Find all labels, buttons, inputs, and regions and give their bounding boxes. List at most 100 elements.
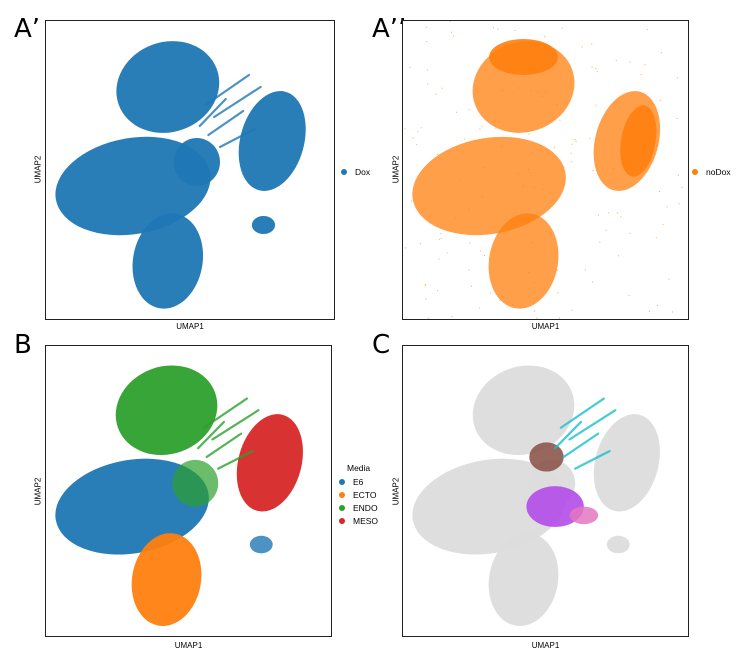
- x-axis-label: UMAP1: [174, 641, 203, 650]
- scatter-point: [676, 77, 678, 79]
- scatter-point: [452, 35, 455, 37]
- scatter-point: [533, 310, 536, 312]
- scatter-point: [441, 87, 443, 89]
- cluster-center: [172, 459, 219, 507]
- cluster-ecto: [131, 533, 202, 626]
- scatter-point: [632, 144, 634, 146]
- scatter-point: [425, 298, 427, 300]
- streak-2: [205, 432, 243, 459]
- scatter-point: [437, 153, 439, 155]
- scatter-point: [528, 271, 530, 274]
- scatter-point: [557, 292, 559, 294]
- scatter-point: [531, 47, 533, 49]
- scatter-point: [512, 304, 514, 306]
- scatter-point: [518, 53, 520, 55]
- scatter-point: [420, 127, 422, 129]
- legend-label-nodox: noDox: [706, 166, 731, 177]
- scatter-point: [539, 144, 541, 146]
- scatter-point: [426, 69, 429, 71]
- cluster-highlight-brown: [529, 442, 564, 472]
- scatter-point: [640, 73, 642, 76]
- scatter-point: [490, 292, 492, 294]
- legend-label-dox: Dox: [355, 166, 371, 177]
- legend-label-e6: E6: [353, 476, 364, 487]
- scatter-point: [450, 31, 453, 33]
- x-axis-label: UMAP1: [531, 322, 560, 331]
- scatter-point: [481, 196, 483, 198]
- scatter-point: [545, 90, 547, 93]
- cluster-center: [173, 138, 220, 186]
- scatter-point: [608, 212, 610, 214]
- streak-3: [218, 127, 256, 149]
- scatter-point: [478, 91, 480, 93]
- cluster-bottom: [132, 213, 204, 309]
- streak-1: [568, 409, 617, 441]
- legend-item-endo: ENDO: [339, 501, 378, 514]
- scatter-point: [495, 127, 497, 129]
- scatter-point: [659, 99, 661, 101]
- scatter-point: [498, 121, 500, 123]
- scatter-point: [671, 311, 674, 313]
- scatter-point: [681, 186, 683, 189]
- legend-dot-e6: [339, 478, 345, 485]
- cluster-small: [249, 535, 273, 554]
- scatter-point: [595, 104, 597, 106]
- scatter-point: [404, 247, 407, 249]
- scatter-point: [446, 252, 448, 254]
- streak-1: [213, 85, 262, 119]
- scatter-point: [559, 119, 561, 121]
- scatter-point: [553, 146, 556, 149]
- legend-item-nodox: noDox: [692, 165, 731, 178]
- scatter-point: [537, 91, 539, 93]
- scatter-point: [455, 111, 458, 113]
- scatter-point: [556, 269, 558, 271]
- scatter-point: [655, 236, 657, 239]
- legend-nodox: noDox: [692, 165, 731, 178]
- umap-scatter-dox: [55, 41, 306, 309]
- scatter-point: [479, 250, 482, 252]
- scatter-point: [591, 66, 593, 68]
- scatter-point: [533, 186, 535, 188]
- scatter-point: [536, 317, 538, 319]
- scatter-point: [455, 217, 457, 219]
- umap-plot-dox: [45, 20, 335, 320]
- cluster-bg-top: [472, 365, 575, 456]
- cluster-top-dense: [489, 39, 558, 75]
- scatter-point: [412, 137, 414, 139]
- umap-scatter-clusters: [412, 365, 660, 626]
- cluster-small: [251, 216, 276, 234]
- scatter-point: [469, 242, 471, 244]
- scatter-point: [545, 231, 547, 233]
- streak-4: [554, 420, 583, 450]
- scatter-point: [497, 28, 499, 30]
- scatter-point: [478, 307, 481, 309]
- scatter-point: [571, 309, 573, 312]
- scatter-point: [410, 200, 413, 202]
- scatter-point: [503, 125, 505, 127]
- scatter-point: [492, 26, 494, 29]
- scatter-point: [459, 178, 462, 180]
- streak-2: [562, 432, 600, 459]
- streak-1: [211, 409, 260, 441]
- cluster-endo: [115, 365, 218, 456]
- legend-label-endo: ENDO: [353, 502, 378, 513]
- streak-0: [202, 397, 248, 429]
- scatter-point: [589, 137, 591, 140]
- legend-dot-meso: [339, 517, 345, 524]
- scatter-point: [501, 89, 503, 92]
- scatter-point: [428, 317, 430, 319]
- cluster-highlight-purple: [526, 486, 584, 528]
- scatter-point: [546, 153, 548, 155]
- scatter-point: [617, 255, 620, 257]
- scatter-point: [648, 310, 650, 313]
- scatter-point: [592, 170, 594, 172]
- scatter-point: [531, 152, 533, 154]
- scatter-point: [522, 185, 524, 187]
- y-axis-label: UMAP2: [391, 477, 401, 506]
- scatter-point: [517, 173, 519, 175]
- scatter-point: [570, 152, 572, 154]
- cluster-bg-bottom: [488, 533, 559, 626]
- cluster-bg-right: [593, 414, 660, 512]
- scatter-point: [543, 188, 545, 190]
- scatter-point: [404, 128, 406, 130]
